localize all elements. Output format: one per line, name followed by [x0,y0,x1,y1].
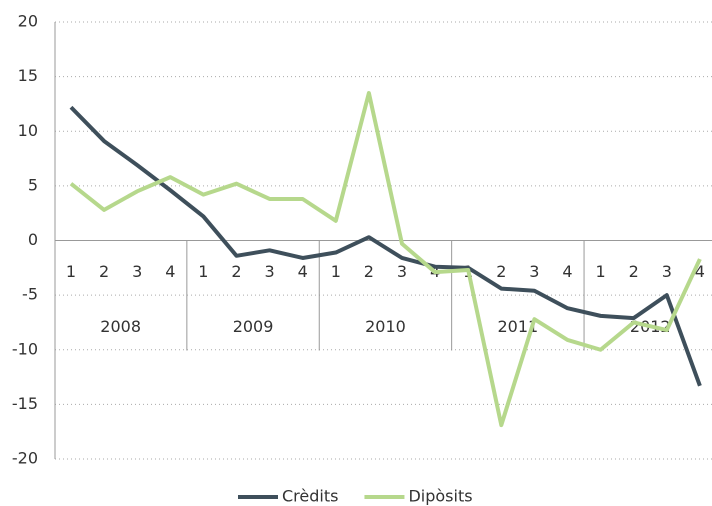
group-label: 2011 [497,317,538,336]
x-tick-label: 3 [529,262,539,281]
group-label: 2008 [100,317,141,336]
y-tick-label: 10 [18,121,38,140]
series-line [69,91,702,428]
group-label: 2010 [365,317,406,336]
x-tick-label: 4 [695,262,705,281]
x-tick-label: 3 [397,262,407,281]
x-tick-label: 2 [364,262,374,281]
y-tick-label: -20 [12,449,38,468]
x-tick-label: 3 [662,262,672,281]
x-tick-label: 4 [165,262,175,281]
y-tick-label: -5 [22,285,38,304]
x-tick-label: 1 [198,262,208,281]
y-tick-label: 15 [18,66,38,85]
x-tick-label: 3 [132,262,142,281]
x-tick-label: 2 [496,262,506,281]
group-label: 2009 [233,317,274,336]
x-tick-label: 3 [265,262,275,281]
y-tick-label: 5 [28,175,38,194]
x-tick-label: 1 [331,262,341,281]
legend-label: Crèdits [282,487,338,506]
x-tick-label: 1 [596,262,606,281]
y-tick-label: -10 [12,339,38,358]
x-tick-label: 2 [231,262,241,281]
series-line [69,105,702,387]
y-tick-label: 20 [18,12,38,31]
y-tick-label: -15 [12,394,38,413]
x-tick-label: 1 [66,262,76,281]
x-tick-label: 4 [298,262,308,281]
legend-label: Dipòsits [408,487,472,506]
y-tick-label: 0 [28,230,38,249]
x-tick-label: 2 [629,262,639,281]
x-tick-label: 2 [99,262,109,281]
x-tick-label: 4 [562,262,572,281]
